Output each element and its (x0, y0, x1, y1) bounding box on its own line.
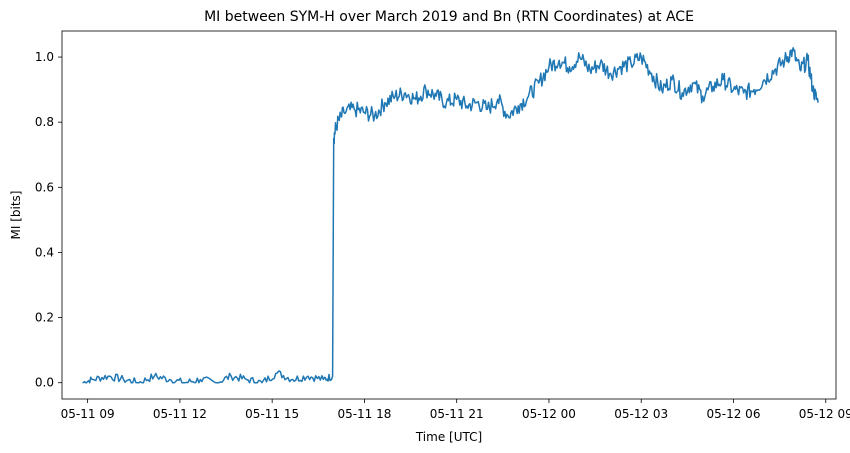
x-tick-label: 05-12 00 (522, 407, 576, 421)
x-tick-label: 05-12 03 (614, 407, 668, 421)
y-tick-label: 0.6 (35, 180, 54, 194)
y-tick-label: 0.2 (35, 311, 54, 325)
y-tick-label: 1.0 (35, 50, 54, 64)
x-tick-label: 05-11 15 (245, 407, 299, 421)
x-axis-label: Time [UTC] (415, 430, 482, 444)
x-tick-label: 05-11 21 (430, 407, 484, 421)
plot-area (62, 31, 836, 399)
mi-series-line (82, 47, 819, 384)
y-tick-label: 0.8 (35, 115, 54, 129)
plot-frame (61, 30, 837, 400)
x-axis: 05-11 09 05-11 12 05-11 15 05-11 18 05-11 21… (61, 399, 850, 421)
y-axis-label: MI [bits] (9, 191, 23, 240)
x-tick-label: 05-12 09 (799, 407, 850, 421)
x-tick-label: 05-11 18 (337, 407, 391, 421)
y-axis: 0.0 0.2 0.4 0.6 0.8 1.0 (35, 50, 62, 390)
x-tick-label: 05-12 06 (707, 407, 761, 421)
y-tick-label: 0.4 (35, 245, 54, 259)
y-tick-label: 0.0 (35, 376, 54, 390)
x-tick-label: 05-11 09 (61, 407, 115, 421)
chart-title: MI between SYM-H over March 2019 and Bn … (204, 9, 694, 25)
x-tick-label: 05-11 12 (153, 407, 207, 421)
